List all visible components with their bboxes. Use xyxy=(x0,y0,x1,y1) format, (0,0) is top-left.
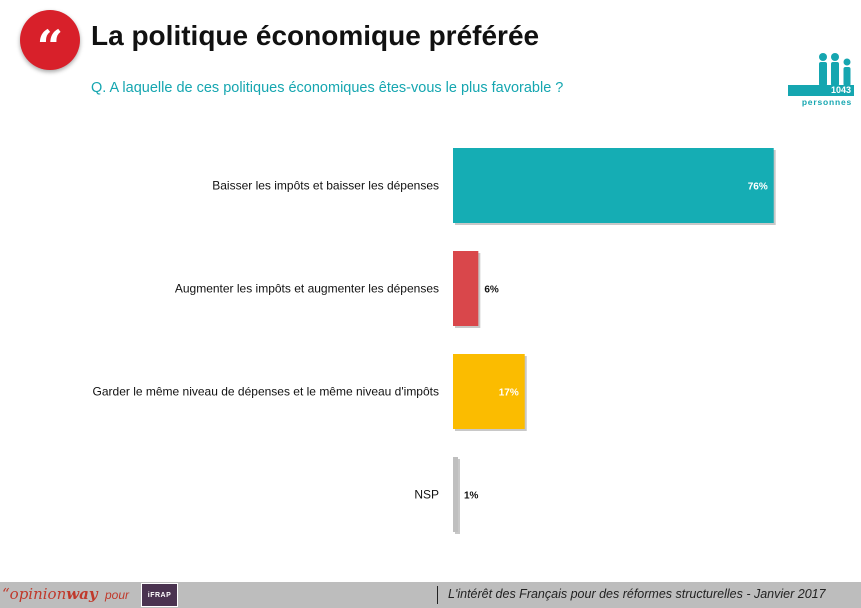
category-label: Garder le même niveau de dépenses et le … xyxy=(93,385,439,399)
data-label: 6% xyxy=(484,285,499,296)
people-icon xyxy=(819,53,851,86)
sample-size-badge: 1043 personnes xyxy=(788,52,854,108)
footer: “opinionway pour iFRAP L'intérêt des Fra… xyxy=(0,582,861,608)
ifrap-logo: iFRAP xyxy=(141,583,178,607)
category-label: Augmenter les impôts et augmenter les dé… xyxy=(175,282,439,296)
footer-pour: pour xyxy=(105,588,130,602)
category-label: Baisser les impôts et baisser les dépens… xyxy=(212,179,439,193)
bar-chart: Baisser les impôts et baisser les dépens… xyxy=(93,148,776,534)
page-title: La politique économique préférée xyxy=(91,20,540,51)
bar xyxy=(453,251,479,326)
footer-divider xyxy=(437,586,438,604)
footer-tagline: L'intérêt des Français pour des réformes… xyxy=(448,587,826,601)
opinionway-logo: “opinionway xyxy=(2,585,98,603)
bar xyxy=(453,457,458,532)
sample-count-bar xyxy=(788,85,854,96)
data-label: 76% xyxy=(748,182,768,193)
sample-unit: personnes xyxy=(801,97,852,107)
survey-question: Q. A laquelle de ces politiques économiq… xyxy=(91,80,564,96)
category-label: NSP xyxy=(414,488,439,502)
bar xyxy=(453,148,774,223)
quote-icon: “ xyxy=(20,10,80,70)
bar xyxy=(453,354,525,429)
sample-count: 1043 xyxy=(830,85,851,95)
data-label: 1% xyxy=(464,491,479,502)
data-label: 17% xyxy=(499,388,519,399)
